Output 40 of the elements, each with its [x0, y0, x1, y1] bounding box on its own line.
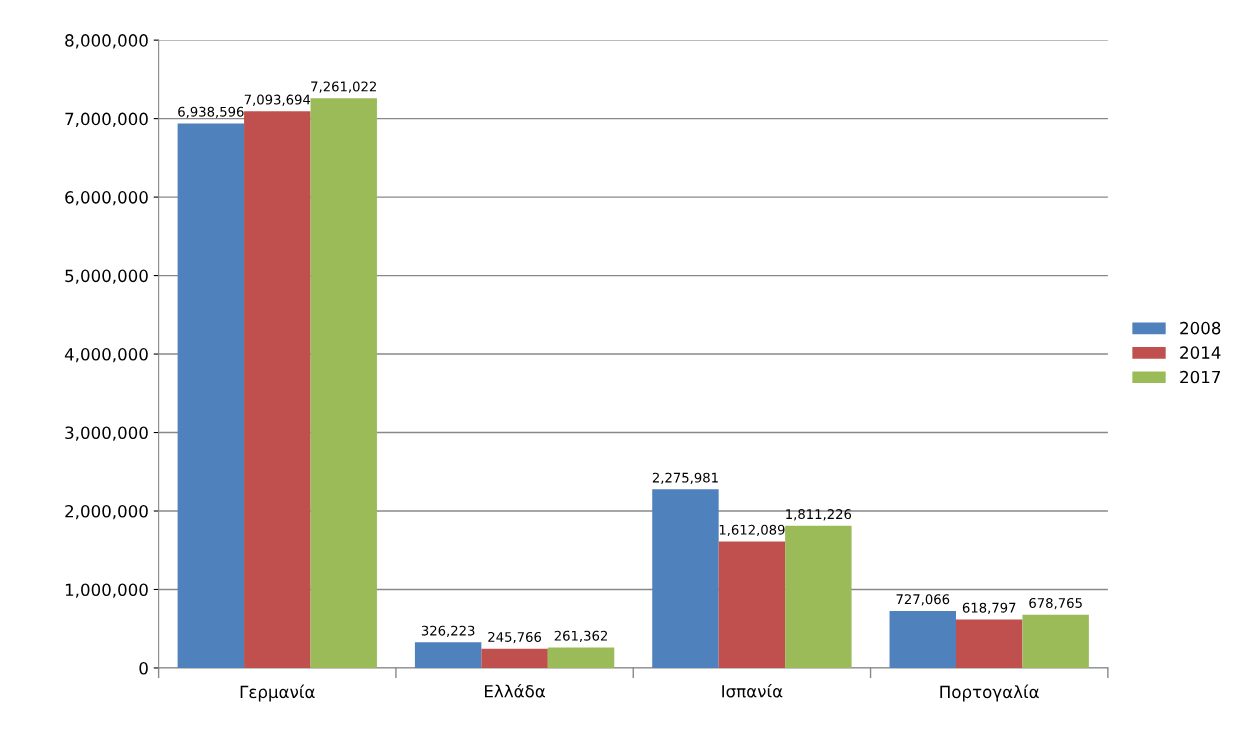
- bar: [889, 610, 956, 668]
- y-tick-label: 4,000,000: [64, 348, 148, 363]
- bar: [177, 123, 245, 668]
- data-label: 326,223: [421, 625, 475, 637]
- data-label: 2,275,981: [652, 472, 718, 484]
- data-label: 1,612,089: [719, 524, 785, 537]
- legend-label: 2008: [1180, 321, 1221, 335]
- y-tick-label: 8,000,000: [65, 34, 148, 49]
- bar: [481, 648, 548, 668]
- data-label: 618,797: [962, 602, 1016, 615]
- y-tick-label: 0: [139, 661, 148, 675]
- x-tick-label: Πορτογαλία: [940, 684, 1039, 702]
- bar: [955, 619, 1023, 668]
- y-tick-label: 5,000,000: [65, 269, 148, 284]
- y-tick-label: 7,000,000: [65, 112, 148, 127]
- data-label: 727,066: [896, 594, 950, 606]
- y-tick-label: 6,000,000: [65, 191, 148, 206]
- data-label: 1,811,226: [786, 509, 852, 521]
- y-tick-label: 3,000,000: [65, 426, 148, 441]
- x-tick-label: Ελλάδα: [485, 683, 545, 698]
- x-tick-label: Ισπανία: [722, 683, 783, 698]
- data-label: 7,261,022: [311, 81, 376, 93]
- bar: [414, 642, 482, 668]
- bar: [547, 647, 615, 668]
- data-label: 261,362: [554, 630, 607, 643]
- y-tick-label: 1,000,000: [65, 583, 148, 598]
- data-label: 6,938,596: [178, 106, 244, 119]
- data-label: 245,766: [488, 631, 542, 644]
- data-label: 678,765: [1029, 597, 1082, 610]
- data-label: 7,093,694: [244, 94, 311, 106]
- legend-label: 2014: [1180, 346, 1221, 359]
- legend-label: 2017: [1180, 370, 1221, 384]
- bar: [785, 525, 852, 668]
- bar: [244, 111, 311, 668]
- y-tick-label: 2,000,000: [65, 504, 148, 520]
- bar: [1022, 614, 1089, 668]
- x-tick-label: Γερμανία: [240, 684, 315, 702]
- bar: [310, 98, 377, 668]
- bar: [718, 541, 786, 668]
- bar: [652, 489, 719, 668]
